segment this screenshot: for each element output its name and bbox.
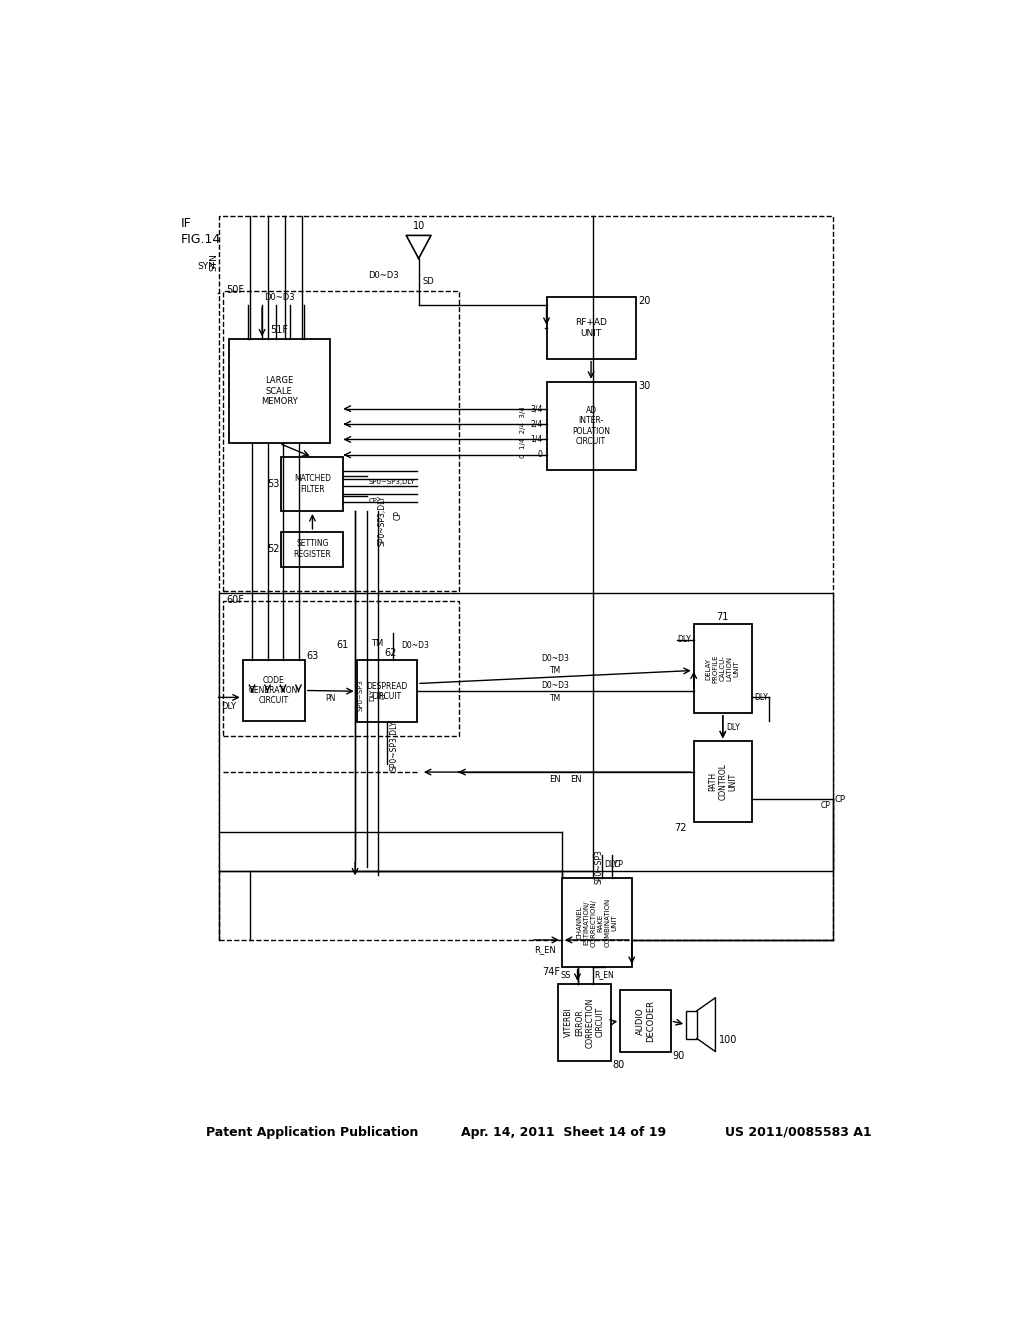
Text: 51F: 51F: [270, 325, 288, 335]
Text: SP0~SP3.DLY: SP0~SP3.DLY: [389, 719, 398, 771]
Bar: [222, 290, 459, 591]
Text: EN: EN: [570, 775, 583, 784]
Text: CHANNEL
ESTIMATION/
CORRECTION/
RAKE
COMBINATION
UNIT: CHANNEL ESTIMATION/ CORRECTION/ RAKE COM…: [577, 898, 617, 948]
Text: DLY: DLY: [726, 722, 739, 731]
Text: D0~D3: D0~D3: [542, 681, 569, 690]
Text: SP0~SP3,DLY: SP0~SP3,DLY: [378, 495, 387, 545]
Bar: [686, 1011, 697, 1039]
Text: TM: TM: [372, 639, 384, 648]
Text: US 2011/0085583 A1: US 2011/0085583 A1: [725, 1126, 872, 1139]
Text: RF+AD
UNIT: RF+AD UNIT: [575, 318, 607, 338]
Bar: [547, 297, 636, 359]
Text: 80: 80: [612, 1060, 625, 1071]
Text: 20: 20: [638, 296, 650, 306]
Text: CP: CP: [613, 861, 623, 869]
Text: SETTING
REGISTER: SETTING REGISTER: [294, 540, 332, 558]
Text: SD: SD: [423, 277, 434, 286]
Bar: [282, 457, 343, 511]
Bar: [356, 660, 417, 722]
Text: 71: 71: [717, 611, 729, 622]
Text: CP: CP: [393, 510, 402, 520]
Bar: [562, 878, 632, 966]
Text: 0: 0: [538, 450, 543, 459]
Text: 62: 62: [385, 648, 397, 657]
Text: 30: 30: [638, 380, 650, 391]
Text: LARGE
SCALE
MEMORY: LARGE SCALE MEMORY: [261, 376, 298, 407]
Text: D0~D3: D0~D3: [542, 655, 569, 664]
Bar: [219, 216, 834, 940]
Text: TM: TM: [550, 694, 561, 702]
Text: PN: PN: [326, 694, 336, 702]
Text: AUDIO
DECODER: AUDIO DECODER: [636, 999, 655, 1041]
Bar: [243, 660, 305, 721]
Text: DESPREAD
CIRCUIT: DESPREAD CIRCUIT: [367, 681, 408, 701]
Text: 100: 100: [719, 1035, 737, 1045]
Text: SP0~SP3: SP0~SP3: [357, 678, 364, 710]
Bar: [693, 742, 752, 822]
Text: D0~D3: D0~D3: [400, 640, 429, 649]
Bar: [558, 983, 611, 1061]
Text: SYN: SYN: [198, 261, 216, 271]
Bar: [282, 532, 343, 566]
Text: Apr. 14, 2011  Sheet 14 of 19: Apr. 14, 2011 Sheet 14 of 19: [461, 1126, 667, 1139]
Bar: [621, 990, 671, 1052]
Text: 0  1/4  2/4  3/4: 0 1/4 2/4 3/4: [520, 407, 526, 458]
Text: 1/4: 1/4: [530, 436, 543, 444]
Text: Patent Application Publication: Patent Application Publication: [206, 1126, 418, 1139]
Text: CP: CP: [835, 795, 846, 804]
Text: 72: 72: [675, 824, 687, 833]
Text: 90: 90: [672, 1051, 684, 1061]
Text: 52: 52: [267, 544, 280, 554]
Text: IF: IF: [180, 218, 191, 231]
Bar: [222, 601, 459, 737]
Bar: [228, 339, 330, 444]
Text: CP: CP: [381, 690, 387, 700]
Text: 53: 53: [267, 479, 280, 490]
Text: 61: 61: [337, 640, 349, 649]
Text: D0~D3: D0~D3: [369, 271, 399, 280]
Text: D0~D3: D0~D3: [264, 293, 295, 301]
Text: DLY: DLY: [755, 693, 768, 702]
Text: DLY: DLY: [604, 861, 617, 869]
Text: R_EN: R_EN: [595, 970, 614, 979]
Text: PATH
CONTROL
UNIT: PATH CONTROL UNIT: [708, 763, 737, 800]
Text: 50F: 50F: [226, 285, 245, 294]
Text: CP: CP: [369, 498, 377, 504]
Text: CODE
GENERATION
CIRCUIT: CODE GENERATION CIRCUIT: [249, 676, 298, 705]
Text: 3/4: 3/4: [530, 404, 543, 413]
Text: 60F: 60F: [226, 595, 245, 605]
Text: VITERBI
ERROR
CORRECTION
CIRCUIT: VITERBI ERROR CORRECTION CIRCUIT: [564, 997, 604, 1048]
Text: TM: TM: [550, 667, 561, 675]
Bar: [693, 624, 752, 713]
Bar: [219, 594, 834, 871]
Text: DELAY
PROFILE
CALCU-
LATION
UNIT: DELAY PROFILE CALCU- LATION UNIT: [706, 655, 739, 682]
Text: SP0~SP3,DLY: SP0~SP3,DLY: [369, 479, 415, 484]
Text: CP: CP: [821, 801, 830, 809]
Text: 74F: 74F: [543, 966, 560, 977]
Text: SP0~SP3: SP0~SP3: [595, 849, 603, 884]
Text: AD
INTER-
POLATION
CIRCUIT: AD INTER- POLATION CIRCUIT: [572, 405, 610, 446]
Text: R_EN: R_EN: [535, 945, 556, 954]
Text: SS: SS: [561, 972, 571, 979]
Text: DLY: DLY: [678, 635, 691, 644]
Text: 2/4: 2/4: [530, 420, 543, 429]
Text: MATCHED
FILTER: MATCHED FILTER: [294, 474, 331, 494]
Text: DLY: DLY: [221, 702, 237, 711]
Text: DLY: DLY: [369, 689, 375, 701]
Text: 10: 10: [413, 222, 425, 231]
Text: EN: EN: [550, 775, 561, 784]
Text: 63: 63: [306, 651, 318, 661]
Text: SYN: SYN: [209, 253, 218, 272]
Bar: [547, 381, 636, 470]
Text: FIG.14: FIG.14: [180, 232, 221, 246]
